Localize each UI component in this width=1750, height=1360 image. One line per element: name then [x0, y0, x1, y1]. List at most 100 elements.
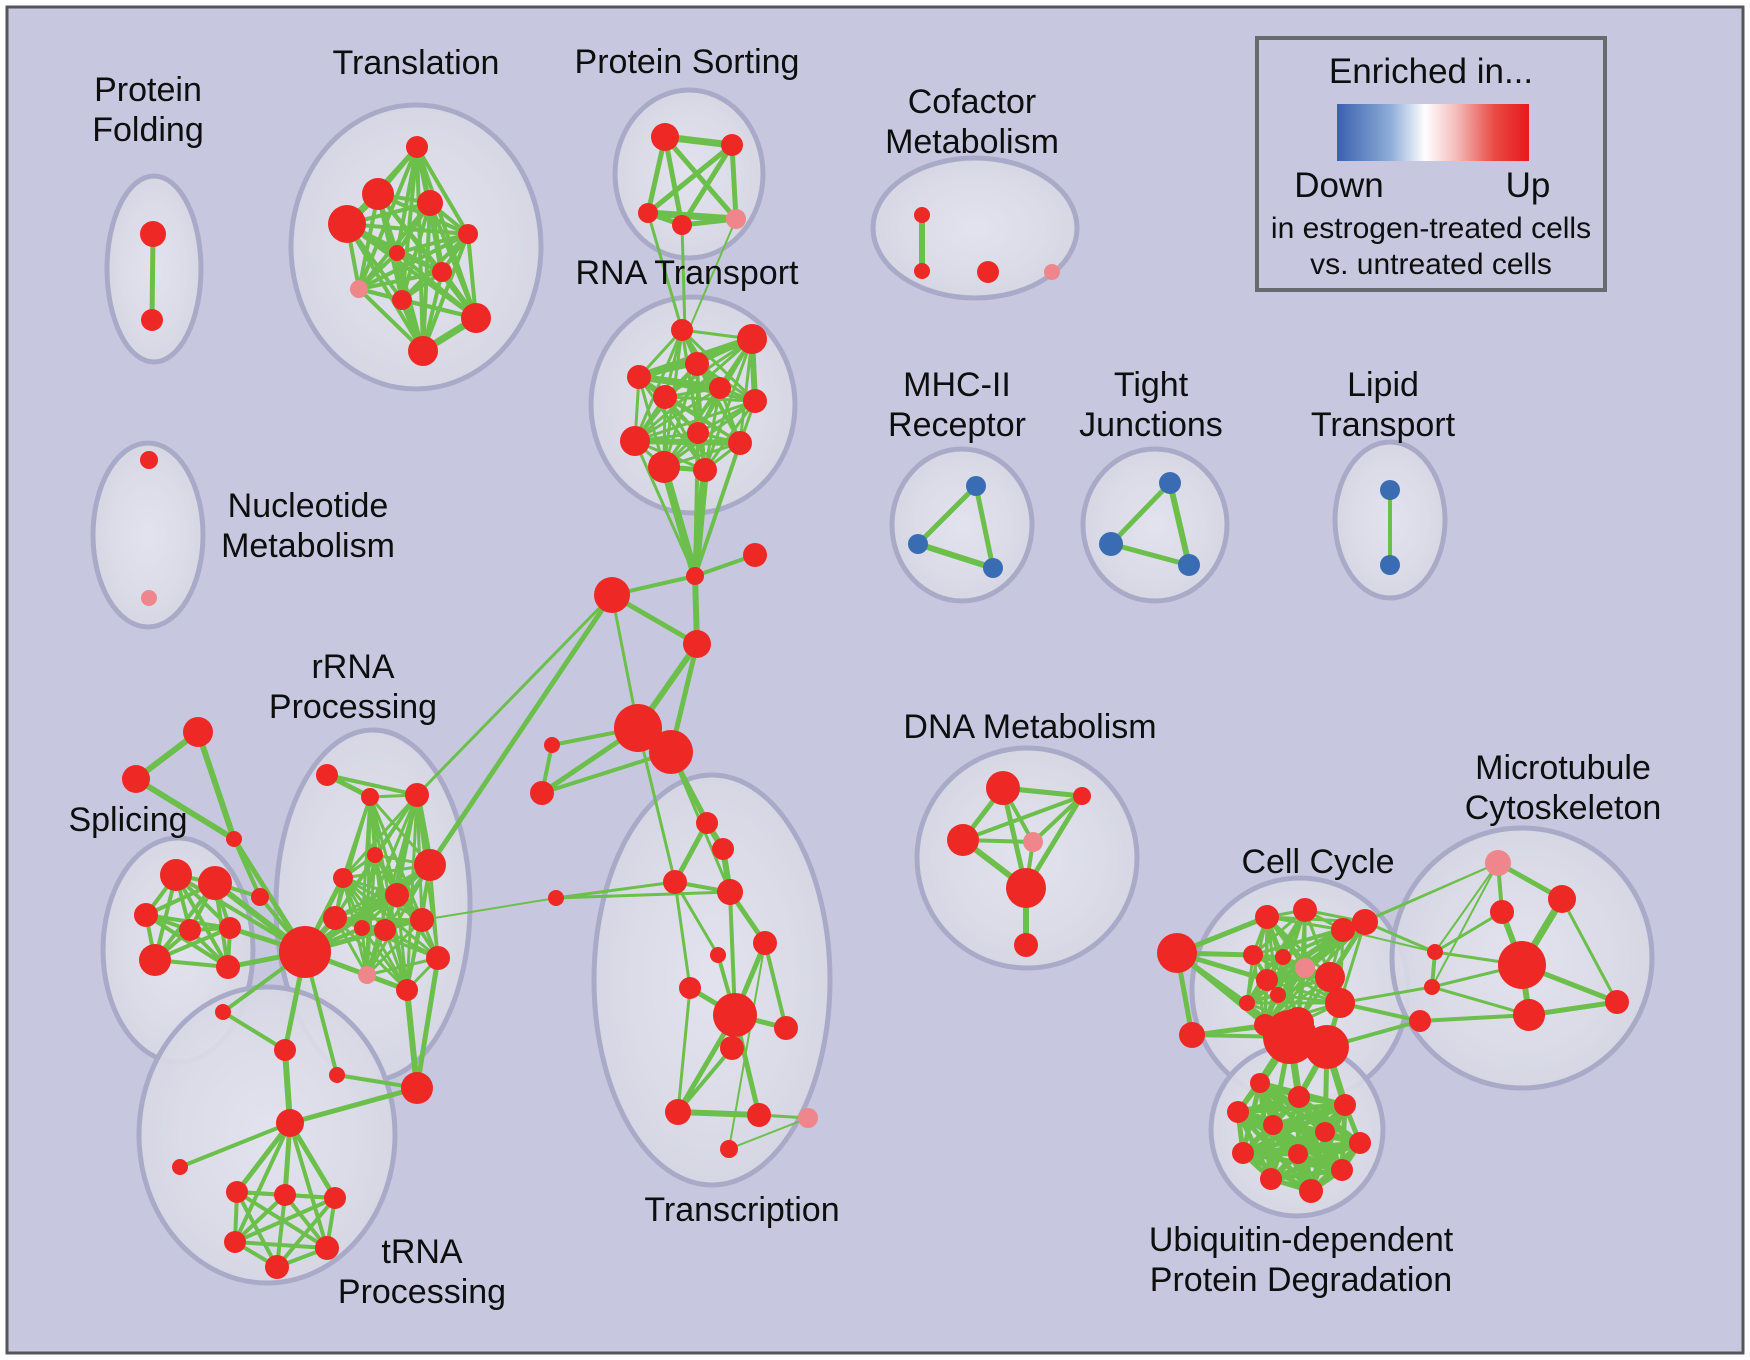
network-edge — [687, 218, 737, 333]
network-edge — [1110, 541, 1190, 568]
network-node — [651, 123, 679, 151]
network-node — [140, 451, 158, 469]
network-node — [179, 919, 201, 941]
network-node — [717, 879, 743, 905]
network-node — [333, 868, 353, 888]
network-node — [215, 1004, 231, 1020]
network-node — [417, 190, 443, 216]
network-edge — [633, 329, 684, 442]
network-node — [709, 377, 731, 399]
network-node — [1260, 1168, 1282, 1190]
network-edge — [729, 144, 739, 220]
network-node — [544, 737, 560, 753]
cluster-label-protein-sorting: Protein Sorting — [575, 43, 800, 81]
network-node — [1315, 1122, 1335, 1142]
network-edge — [1434, 862, 1499, 953]
network-node — [140, 221, 166, 247]
network-edge — [1419, 1013, 1530, 1023]
network-edge — [663, 135, 738, 221]
cluster-ellipse-transcription — [591, 772, 833, 1188]
network-edge — [1431, 985, 1530, 1017]
network-node — [358, 966, 376, 984]
network-edge — [541, 750, 672, 795]
network-edge — [637, 376, 707, 471]
network-node — [665, 1099, 691, 1125]
network-edge — [962, 794, 1083, 842]
network-edge — [647, 209, 737, 223]
network-node — [720, 1140, 738, 1158]
cluster-label-cell-cycle: Cell Cycle — [1241, 843, 1394, 881]
network-edge — [693, 442, 742, 577]
network-node — [1232, 1142, 1254, 1164]
network-node — [316, 764, 338, 786]
network-edge — [396, 232, 469, 255]
network-edge — [345, 222, 425, 353]
network-node — [122, 765, 150, 793]
network-edge — [234, 1196, 336, 1244]
legend-gradient-bar — [1337, 104, 1529, 161]
network-edge — [357, 146, 419, 290]
network-node — [458, 224, 478, 244]
network-node — [401, 1072, 433, 1104]
network-node — [693, 458, 717, 482]
network-node — [1014, 933, 1038, 957]
network-node — [367, 847, 383, 863]
network-edge — [232, 838, 262, 898]
network-node — [410, 908, 434, 932]
network-node — [1178, 554, 1200, 576]
network-node — [432, 262, 452, 282]
network-node — [649, 730, 693, 774]
legend-caption-line2: vs. untreated cells — [1310, 248, 1552, 281]
network-node — [685, 352, 709, 376]
network-node — [362, 178, 394, 210]
network-edge — [634, 438, 741, 446]
network-edge — [728, 942, 766, 1150]
network-edge — [427, 593, 615, 867]
network-node — [1263, 1115, 1283, 1135]
network-node — [679, 977, 701, 999]
network-node — [134, 903, 158, 927]
network-node — [638, 203, 658, 223]
network-node — [329, 1067, 345, 1083]
network-node — [1352, 909, 1378, 935]
network-node — [648, 451, 680, 483]
network-edge — [275, 1196, 337, 1269]
cluster-labels: Protein Folding Translation Protein Sorting… — [68, 43, 1661, 1311]
network-node — [1293, 898, 1317, 922]
network-node — [1288, 1086, 1310, 1108]
network-node — [354, 920, 370, 936]
network-node — [141, 309, 163, 331]
network-node — [1099, 532, 1123, 556]
network-edge — [333, 796, 372, 919]
network-node — [361, 788, 379, 806]
network-edge — [973, 485, 996, 569]
network-edge — [646, 212, 684, 331]
network-node — [1349, 1132, 1371, 1154]
cluster-label-splicing: Splicing — [68, 801, 187, 839]
cluster-label-translation: Translation — [333, 44, 500, 82]
network-node — [686, 567, 704, 585]
network-node — [1250, 1073, 1270, 1093]
network-edge — [1560, 898, 1619, 1003]
network-node — [672, 215, 692, 235]
network-node — [426, 946, 450, 970]
cluster-ellipse-nucleotide-metabolism — [90, 440, 206, 630]
network-node — [1239, 995, 1255, 1011]
network-edge — [676, 987, 692, 1113]
network-node — [1409, 1010, 1431, 1032]
network-edge — [346, 222, 469, 236]
network-edge — [1431, 862, 1499, 988]
network-node — [279, 926, 331, 978]
network-edge — [234, 1240, 328, 1250]
network-edge — [1167, 482, 1192, 566]
network-nodes — [122, 123, 1629, 1279]
cluster-label-microtubule-cytoskeleton: Microtubule Cytoskeleton — [1465, 749, 1662, 827]
network-node — [1380, 480, 1400, 500]
network-edge — [916, 484, 978, 546]
network-edge — [395, 251, 478, 320]
network-node — [226, 831, 242, 847]
network-edge — [341, 794, 419, 879]
network-node — [1256, 969, 1278, 991]
legend-down-label: Down — [1294, 166, 1384, 205]
